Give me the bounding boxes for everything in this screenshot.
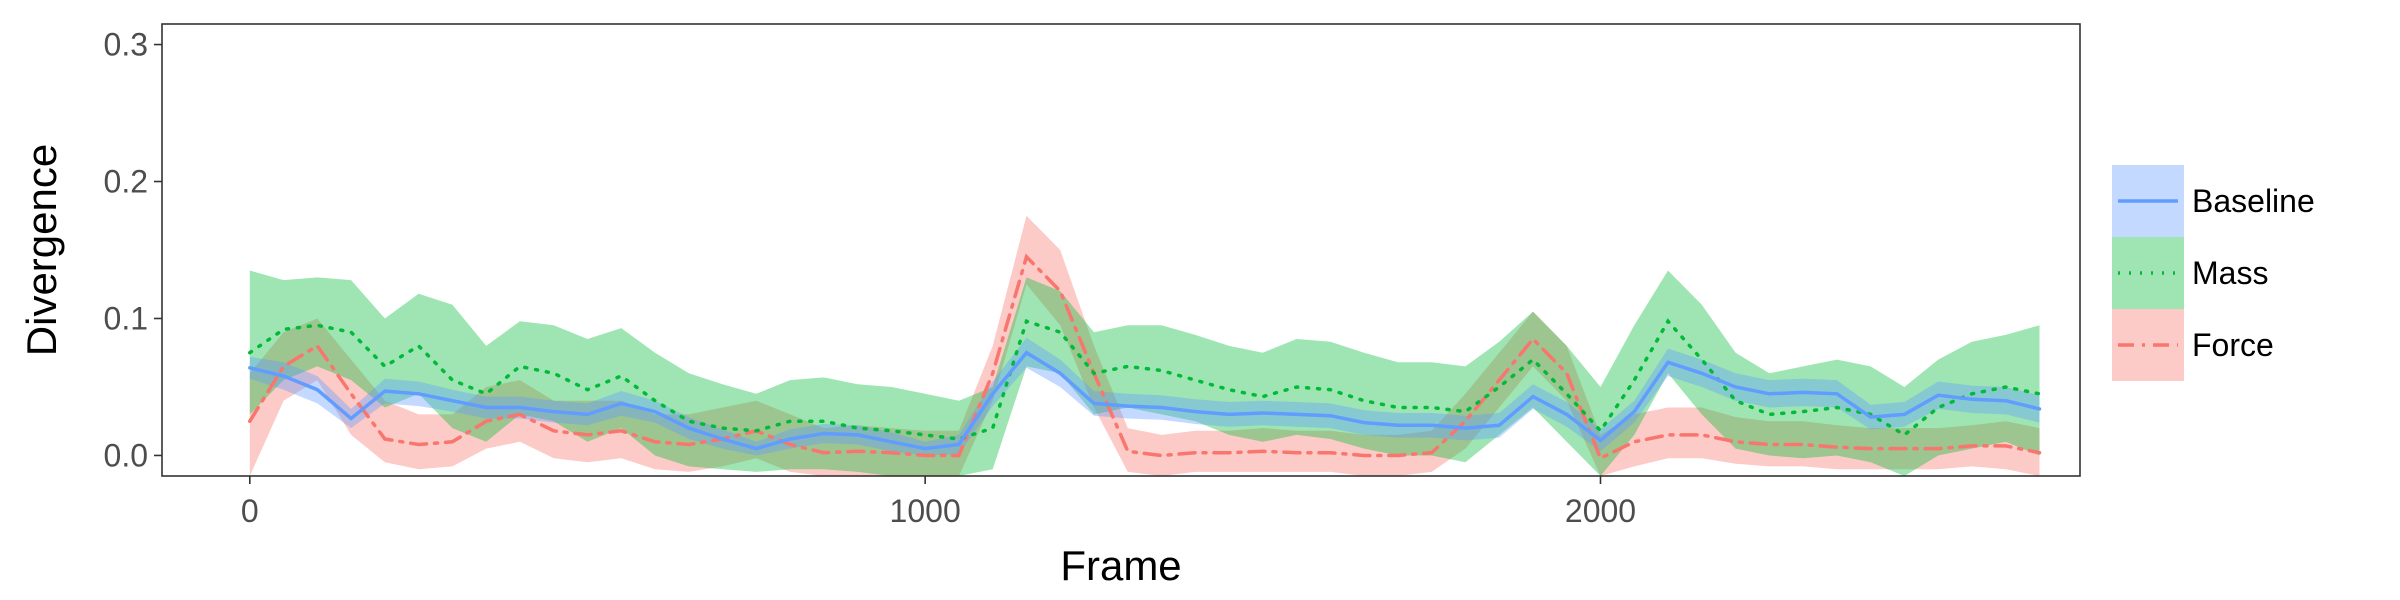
legend-label: Baseline (2192, 183, 2315, 219)
legend-label: Mass (2192, 255, 2268, 291)
x-axis: 0 1000 2000 (241, 476, 1636, 529)
confidence-bands (249, 215, 2040, 477)
x-axis-title: Frame (1060, 542, 1181, 589)
legend-key-band (2112, 237, 2184, 309)
legend-label: Force (2192, 327, 2274, 363)
band-baseline (249, 337, 2040, 456)
x-tick-label: 2000 (1565, 493, 1636, 529)
plot-panel-border (161, 23, 2081, 477)
y-tick-label: 0.0 (104, 437, 148, 473)
band-mass (249, 270, 2040, 476)
legend-item-mass: Mass (2112, 237, 2268, 309)
y-tick-label: 0.3 (104, 27, 148, 63)
x-tick-label: 1000 (890, 493, 961, 529)
y-tick-label: 0.2 (104, 164, 148, 200)
y-axis: 0.0 0.1 0.2 0.3 (104, 27, 162, 473)
legend-item-force: Force (2112, 309, 2274, 381)
legend: Baseline Mass Force (2112, 165, 2315, 381)
x-tick-label: 0 (241, 493, 259, 529)
line-force (248, 253, 2042, 461)
y-axis-title: Divergence (18, 144, 65, 356)
band-force (249, 215, 2040, 477)
legend-item-baseline: Baseline (2112, 165, 2315, 237)
line-mass (248, 318, 2042, 441)
line-baseline (248, 350, 2042, 451)
series-lines (248, 253, 2042, 461)
y-tick-label: 0.1 (104, 300, 148, 336)
